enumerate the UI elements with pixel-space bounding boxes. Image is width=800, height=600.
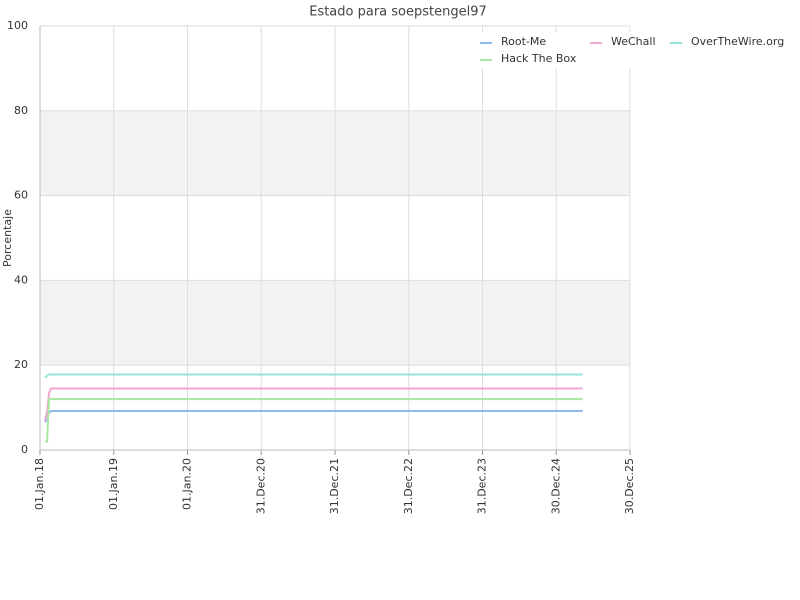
series-line bbox=[44, 409, 583, 423]
x-tick-label: 01.Jan.20 bbox=[181, 458, 194, 510]
y-tick-label: 60 bbox=[14, 189, 28, 202]
x-tick-label: 31.Dec.21 bbox=[328, 458, 341, 514]
y-tick-label: 80 bbox=[14, 104, 28, 117]
y-tick-label: 40 bbox=[14, 273, 28, 286]
series-line bbox=[45, 398, 583, 443]
y-tick-label: 20 bbox=[14, 358, 28, 371]
legend-label: Hack The Box bbox=[501, 52, 577, 65]
legend-label: WeChall bbox=[611, 35, 656, 48]
legend-box bbox=[470, 32, 792, 68]
chart-title: Estado para soepstengel97 bbox=[309, 5, 487, 20]
series-line bbox=[44, 387, 583, 421]
x-tick-label: 30.Dec.25 bbox=[623, 458, 636, 514]
x-tick-label: 31.Dec.20 bbox=[254, 458, 267, 514]
x-tick-label: 01.Jan.18 bbox=[33, 458, 46, 510]
x-tick-label: 01.Jan.19 bbox=[107, 458, 120, 510]
legend-label: Root-Me bbox=[501, 35, 546, 48]
x-tick-label: 31.Dec.22 bbox=[402, 458, 415, 514]
legend-label: OverTheWire.org bbox=[691, 35, 784, 48]
series-line bbox=[44, 373, 583, 379]
x-tick-label: 30.Dec.24 bbox=[549, 458, 562, 514]
y-tick-label: 0 bbox=[21, 443, 28, 456]
x-tick-label: 31.Dec.23 bbox=[476, 458, 489, 514]
y-axis-label: Porcentaje bbox=[1, 209, 14, 267]
y-tick-label: 100 bbox=[7, 19, 28, 32]
